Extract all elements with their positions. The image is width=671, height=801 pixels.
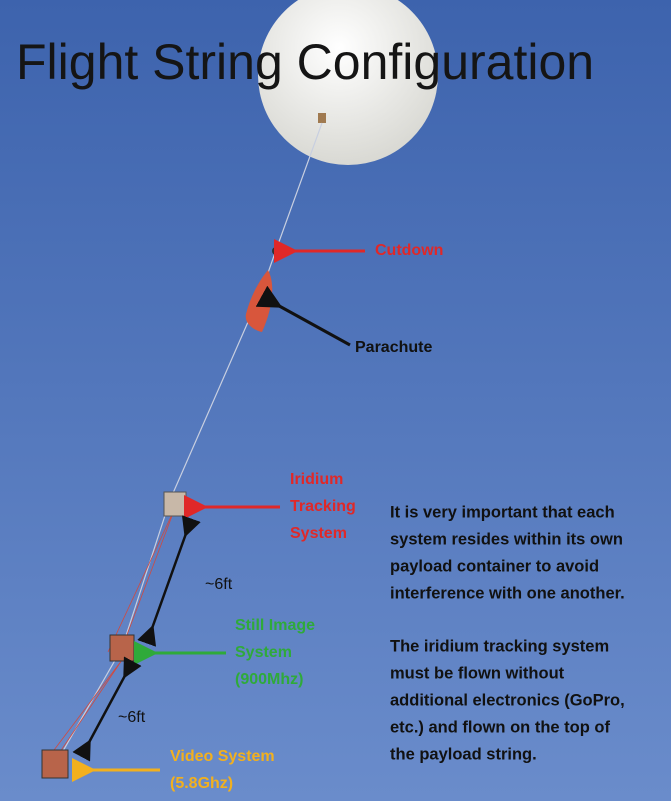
note-line: the payload string.	[390, 745, 537, 763]
note-line: interference with one another.	[390, 584, 625, 602]
note-line: The iridium tracking system	[390, 637, 609, 655]
label: Cutdown	[375, 242, 443, 259]
label: Iridium	[290, 471, 343, 488]
label: Still Image	[235, 617, 315, 634]
spacing-label: ~6ft	[118, 709, 146, 726]
payload-still-image	[110, 635, 134, 661]
payload-iridium	[164, 492, 186, 516]
payload-video	[42, 750, 68, 778]
note-line: It is very important that each	[390, 503, 615, 521]
note-line: payload container to avoid	[390, 557, 599, 575]
label: Video System	[170, 748, 275, 765]
label: System	[235, 644, 292, 661]
note-line: system resides within its own	[390, 530, 623, 548]
label: (5.8Ghz)	[170, 775, 233, 792]
note-line: must be flown without	[390, 664, 565, 682]
balloon-neck	[318, 113, 326, 123]
note-line: additional electronics (GoPro,	[390, 691, 625, 709]
label: Tracking	[290, 498, 356, 515]
label: (900Mhz)	[235, 671, 303, 688]
cutdown-device	[272, 247, 280, 255]
note-line: etc.) and flown on the top of	[390, 718, 610, 736]
slide: Flight String Configuration Cutdown Para…	[0, 0, 671, 801]
label: System	[290, 525, 347, 542]
title: Flight String Configuration	[16, 34, 594, 90]
label: Parachute	[355, 339, 432, 356]
spacing-label: ~6ft	[205, 576, 233, 593]
